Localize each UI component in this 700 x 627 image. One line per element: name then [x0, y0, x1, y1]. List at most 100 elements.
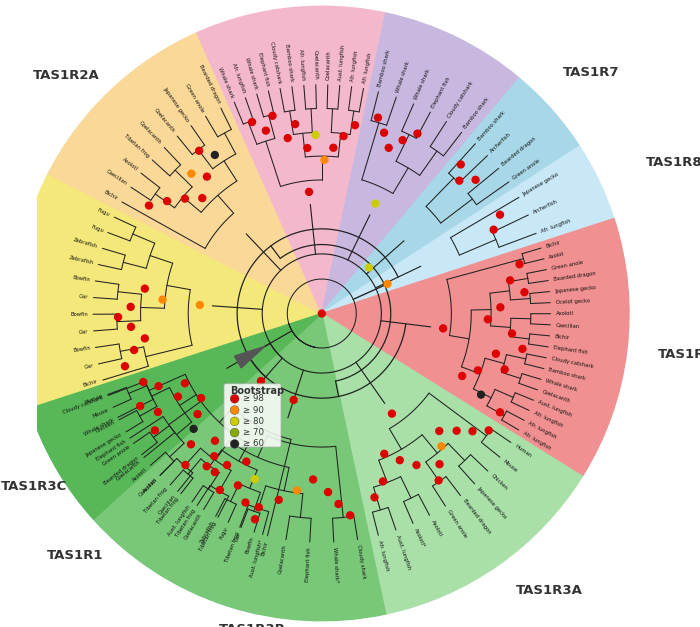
Text: Fugu: Fugu — [90, 224, 104, 233]
Circle shape — [216, 487, 223, 493]
Text: Green anole: Green anole — [185, 83, 205, 113]
Circle shape — [230, 440, 239, 448]
Circle shape — [136, 403, 144, 409]
Text: Archerfish: Archerfish — [489, 132, 512, 154]
Circle shape — [251, 516, 258, 523]
Text: Whale shark: Whale shark — [545, 379, 578, 393]
Circle shape — [396, 456, 403, 463]
Text: Aust. lungfish*: Aust. lungfish* — [248, 539, 264, 577]
Circle shape — [436, 461, 443, 468]
Circle shape — [497, 304, 504, 311]
Circle shape — [194, 411, 201, 418]
Text: Green anole: Green anole — [551, 260, 583, 271]
Text: Mouse: Mouse — [502, 458, 519, 473]
Wedge shape — [48, 33, 322, 314]
Circle shape — [181, 380, 188, 387]
Circle shape — [141, 285, 148, 292]
Polygon shape — [234, 346, 265, 368]
Text: Bearded dragon: Bearded dragon — [197, 64, 221, 105]
Text: Afr. lungfish: Afr. lungfish — [231, 63, 246, 94]
Text: Bamboo shark: Bamboo shark — [284, 43, 294, 82]
Circle shape — [457, 161, 464, 168]
Text: Tibetan frog: Tibetan frog — [199, 521, 218, 552]
Circle shape — [127, 324, 134, 330]
Text: Bichir: Bichir — [103, 190, 119, 202]
Text: Coelacanth: Coelacanth — [183, 512, 203, 540]
Text: Human: Human — [84, 394, 104, 406]
Circle shape — [290, 396, 297, 403]
Text: Mouse: Mouse — [92, 407, 109, 419]
Text: Japanese gecko: Japanese gecko — [554, 285, 596, 293]
Circle shape — [204, 173, 211, 180]
Text: Axolotl: Axolotl — [121, 157, 139, 172]
Text: TAS1R4: TAS1R4 — [658, 348, 700, 361]
Circle shape — [516, 261, 523, 268]
Circle shape — [284, 135, 291, 142]
Circle shape — [131, 347, 137, 354]
Circle shape — [456, 177, 463, 184]
Circle shape — [346, 512, 354, 519]
Circle shape — [496, 409, 503, 416]
Circle shape — [258, 377, 265, 384]
Text: Coelacanth: Coelacanth — [326, 50, 331, 80]
Circle shape — [472, 176, 479, 183]
Text: Cloudy shark: Cloudy shark — [356, 544, 366, 579]
Text: Aust. lungfish: Aust. lungfish — [538, 400, 573, 418]
Text: Whale shark*: Whale shark* — [332, 547, 338, 582]
Circle shape — [141, 335, 148, 342]
Circle shape — [190, 426, 197, 433]
Circle shape — [181, 195, 188, 202]
Text: Tibetan frog: Tibetan frog — [123, 133, 150, 159]
Circle shape — [275, 497, 282, 503]
Circle shape — [188, 441, 195, 448]
Circle shape — [399, 137, 406, 144]
Circle shape — [436, 428, 442, 435]
Circle shape — [371, 494, 378, 501]
Text: Tibetan frog: Tibetan frog — [224, 531, 240, 562]
Text: Afr. lungfish: Afr. lungfish — [350, 50, 359, 82]
Text: Caecilian: Caecilian — [105, 169, 128, 186]
Wedge shape — [322, 314, 582, 614]
Circle shape — [384, 280, 391, 287]
Text: Zebrafish: Zebrafish — [73, 237, 98, 250]
Text: Zebrafish: Zebrafish — [68, 256, 94, 266]
Circle shape — [519, 345, 526, 352]
Circle shape — [243, 458, 250, 465]
Text: Bichir: Bichir — [83, 379, 99, 388]
Wedge shape — [322, 219, 629, 477]
Text: Whale shark: Whale shark — [83, 418, 115, 437]
Wedge shape — [32, 314, 322, 614]
Circle shape — [269, 112, 276, 119]
Text: Elephant fish: Elephant fish — [553, 345, 588, 355]
Text: Bichir: Bichir — [260, 540, 269, 556]
Circle shape — [197, 302, 203, 308]
Circle shape — [174, 393, 181, 400]
Circle shape — [385, 144, 392, 151]
Text: Bichir: Bichir — [554, 334, 570, 340]
Circle shape — [122, 363, 128, 370]
Wedge shape — [94, 314, 386, 621]
Circle shape — [115, 314, 122, 320]
Text: Gar: Gar — [79, 329, 89, 335]
Text: ≥ 60: ≥ 60 — [243, 440, 264, 448]
Text: Bamboo shark: Bamboo shark — [477, 110, 506, 142]
Text: Bearded dragon: Bearded dragon — [553, 271, 596, 282]
Circle shape — [325, 488, 332, 495]
Circle shape — [458, 372, 466, 379]
Text: Gar: Gar — [84, 362, 95, 369]
Circle shape — [365, 264, 372, 271]
Text: Chicken: Chicken — [95, 420, 116, 434]
Text: Axolotl*: Axolotl* — [413, 527, 426, 548]
Circle shape — [372, 200, 379, 207]
Text: Bamboo shark: Bamboo shark — [463, 97, 490, 130]
Circle shape — [309, 476, 316, 483]
Circle shape — [414, 130, 421, 137]
Circle shape — [435, 477, 442, 484]
Circle shape — [234, 482, 241, 489]
Circle shape — [508, 330, 515, 337]
Wedge shape — [322, 78, 580, 314]
Text: Ocelot gecko: Ocelot gecko — [555, 298, 589, 305]
Text: Cloudy catshark: Cloudy catshark — [269, 41, 281, 84]
Circle shape — [248, 119, 256, 125]
Text: Japanese gecko: Japanese gecko — [162, 87, 190, 123]
